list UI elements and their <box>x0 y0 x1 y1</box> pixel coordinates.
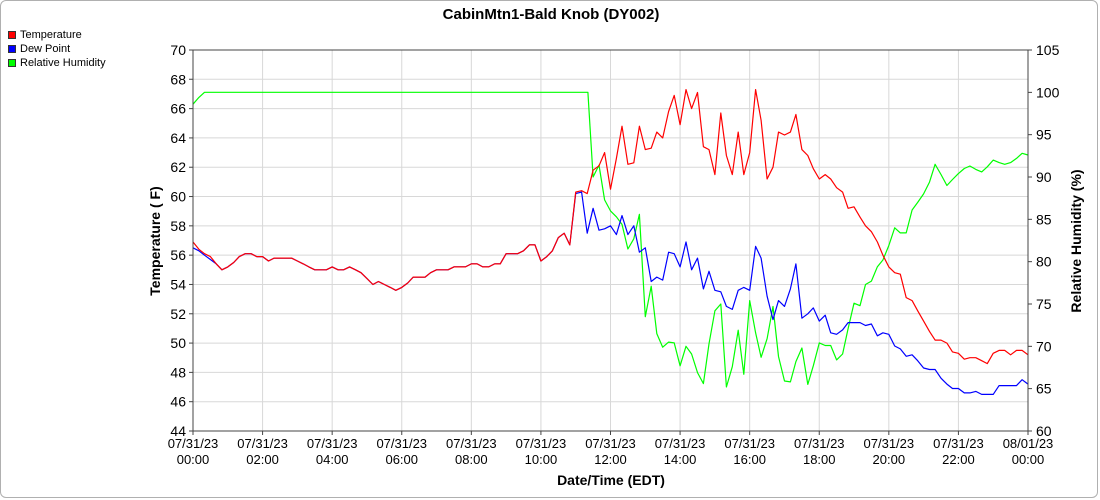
x-tick-time-label: 12:00 <box>594 452 627 467</box>
x-tick-time-label: 06:00 <box>385 452 418 467</box>
legend-label-dew-point: Dew Point <box>20 43 71 55</box>
x-tick-time-label: 16:00 <box>733 452 766 467</box>
x-tick-date-label: 07/31/23 <box>794 436 845 451</box>
y-right-tick-label: 90 <box>1036 169 1052 185</box>
y-right-tick-label: 85 <box>1036 211 1052 227</box>
y-right-tick-label: 105 <box>1036 42 1060 58</box>
chart-title: CabinMtn1-Bald Knob (DY002) <box>443 6 660 23</box>
x-tick-date-label: 07/31/23 <box>168 436 219 451</box>
x-tick-date-label: 07/31/23 <box>307 436 358 451</box>
series-layer <box>192 88 1029 395</box>
y-axis-left-label: Temperature ( F) <box>147 186 163 295</box>
x-tick-time-label: 14:00 <box>664 452 697 467</box>
x-tick-date-label: 07/31/23 <box>655 436 706 451</box>
y-left-tick-label: 52 <box>170 306 186 322</box>
y-left-tick-label: 44 <box>170 423 186 439</box>
y-left-tick-label: 66 <box>170 101 186 117</box>
legend-item-temperature: Temperature <box>8 28 106 42</box>
y-right-tick-label: 75 <box>1036 296 1052 312</box>
y-left-tick-label: 48 <box>170 364 186 380</box>
y-left-tick-label: 68 <box>170 71 186 87</box>
x-tick-date-label: 07/31/23 <box>446 436 497 451</box>
axis-ticks: 44 46 48 50 52 54 56 58 60 62 64 66 68 70 60 65 70 75 80 85… <box>168 42 1060 467</box>
legend-label-temperature: Temperature <box>20 29 82 41</box>
y-left-tick-label: 70 <box>170 42 186 58</box>
y-left-tick-label: 50 <box>170 335 186 351</box>
y-right-tick-label: 70 <box>1036 338 1052 354</box>
y-right-tick-label: 80 <box>1036 254 1052 270</box>
legend-swatch-dew-point <box>8 45 16 53</box>
x-tick-date-label: 07/31/23 <box>237 436 288 451</box>
grid-lines <box>193 50 1028 431</box>
x-tick-date-label: 07/31/23 <box>933 436 984 451</box>
legend-item-dew-point: Dew Point <box>8 42 106 56</box>
x-tick-time-label: 00:00 <box>1012 452 1045 467</box>
x-tick-time-label: 22:00 <box>942 452 975 467</box>
y-right-tick-label: 65 <box>1036 381 1052 397</box>
x-tick-date-label: 07/31/23 <box>864 436 915 451</box>
x-tick-time-label: 04:00 <box>316 452 349 467</box>
y-axis-right-label: Relative Humidity (%) <box>1068 169 1084 312</box>
y-left-tick-label: 60 <box>170 189 186 205</box>
series-line-relative-humidity <box>192 91 1029 388</box>
y-right-tick-label: 95 <box>1036 127 1052 143</box>
y-left-tick-label: 46 <box>170 394 186 410</box>
legend-label-relative-humidity: Relative Humidity <box>20 57 106 69</box>
x-tick-date-label: 07/31/23 <box>516 436 567 451</box>
y-right-tick-label: 100 <box>1036 84 1060 100</box>
x-tick-time-label: 02:00 <box>246 452 279 467</box>
x-tick-time-label: 08:00 <box>455 452 488 467</box>
x-axis-label: Date/Time (EDT) <box>557 472 665 488</box>
legend: Temperature Dew Point Relative Humidity <box>8 28 106 70</box>
y-left-tick-label: 64 <box>170 130 186 146</box>
x-tick-time-label: 00:00 <box>177 452 210 467</box>
legend-item-relative-humidity: Relative Humidity <box>8 56 106 70</box>
legend-swatch-relative-humidity <box>8 59 16 67</box>
legend-swatch-temperature <box>8 31 16 39</box>
y-left-tick-label: 58 <box>170 218 186 234</box>
y-right-tick-label: 60 <box>1036 423 1052 439</box>
y-left-tick-label: 54 <box>170 276 186 292</box>
x-tick-date-label: 08/01/23 <box>1003 436 1054 451</box>
x-tick-time-label: 10:00 <box>525 452 558 467</box>
x-tick-date-label: 07/31/23 <box>376 436 427 451</box>
x-tick-date-label: 07/31/23 <box>724 436 775 451</box>
series-line-temperature <box>192 88 1029 365</box>
x-tick-date-label: 07/31/23 <box>585 436 636 451</box>
y-left-tick-label: 56 <box>170 247 186 263</box>
x-tick-time-label: 18:00 <box>803 452 836 467</box>
y-left-tick-label: 62 <box>170 159 186 175</box>
x-tick-time-label: 20:00 <box>873 452 906 467</box>
